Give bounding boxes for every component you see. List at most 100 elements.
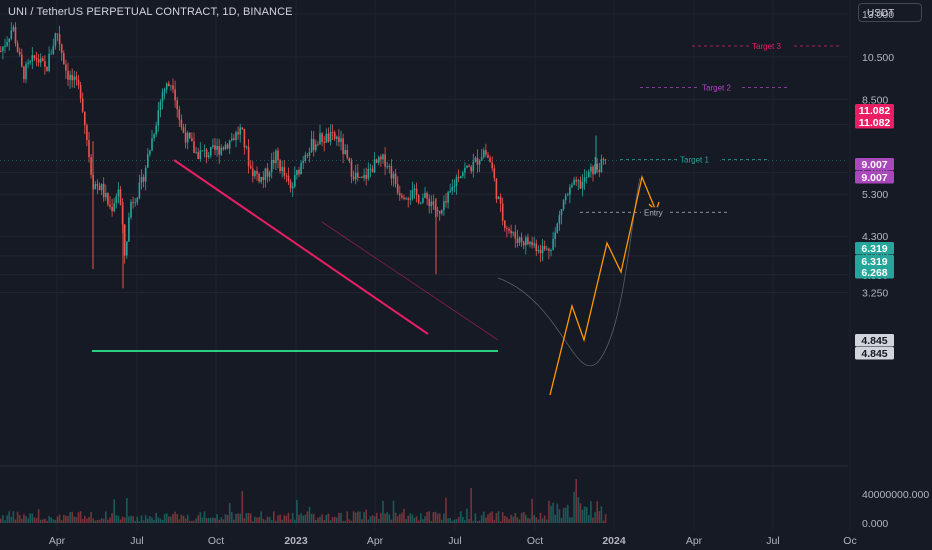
volume-bar bbox=[581, 509, 584, 523]
volume-bar bbox=[327, 513, 330, 523]
volume-bar bbox=[258, 517, 260, 523]
candle-body bbox=[468, 165, 470, 167]
candle-body bbox=[75, 76, 78, 80]
candle-body bbox=[44, 61, 46, 67]
candle-body bbox=[483, 150, 485, 158]
candle-body bbox=[457, 177, 460, 179]
candle-body bbox=[86, 125, 88, 141]
volume-bar bbox=[499, 520, 502, 523]
volume-bar bbox=[424, 516, 426, 523]
symbol-title[interactable]: UNI / TetherUS PERPETUAL CONTRACT, 1D, B… bbox=[8, 6, 293, 18]
candle-body bbox=[428, 198, 430, 207]
candle-body bbox=[371, 168, 374, 173]
volume-bar bbox=[205, 518, 208, 523]
volume-bar bbox=[489, 512, 491, 523]
volume-bar bbox=[90, 512, 92, 523]
candle-body bbox=[432, 201, 435, 205]
volume-bar bbox=[493, 519, 496, 523]
volume-bar bbox=[214, 518, 216, 523]
candle-body bbox=[556, 223, 559, 233]
candle-body bbox=[455, 177, 458, 187]
volume-bar bbox=[323, 520, 325, 523]
volume-bar bbox=[369, 516, 372, 523]
candle-body bbox=[493, 168, 496, 179]
price-tag bbox=[855, 347, 894, 360]
candle-body bbox=[554, 232, 556, 239]
volume-bar bbox=[270, 520, 273, 523]
candle-body bbox=[396, 184, 399, 194]
volume-bar bbox=[588, 515, 590, 523]
candle-body bbox=[287, 175, 290, 182]
candle-body bbox=[60, 44, 63, 53]
volume-bar bbox=[281, 519, 283, 523]
candle-body bbox=[501, 203, 504, 221]
volume-bar bbox=[109, 517, 111, 523]
volume-bar bbox=[600, 506, 603, 523]
price-tick-label: 3.250 bbox=[862, 288, 888, 300]
candle-body bbox=[359, 176, 361, 178]
volume-bar bbox=[52, 519, 55, 523]
candle-body bbox=[352, 176, 355, 180]
volume-bar bbox=[514, 512, 517, 523]
volume-bar bbox=[44, 518, 46, 523]
candle-body bbox=[514, 232, 517, 239]
candle-body bbox=[583, 177, 586, 182]
volume-bar bbox=[231, 511, 233, 523]
volume-bar bbox=[65, 515, 67, 523]
candle-body bbox=[25, 64, 27, 80]
volume-bar bbox=[384, 513, 386, 523]
candle-body bbox=[487, 154, 489, 158]
volume-bar bbox=[598, 511, 601, 523]
candle-body bbox=[367, 169, 370, 179]
candle-body bbox=[100, 183, 103, 191]
volume-bar bbox=[203, 511, 206, 523]
price-tag bbox=[855, 116, 894, 129]
candle-body bbox=[453, 186, 456, 187]
volume-bar bbox=[401, 512, 403, 523]
volume-bar bbox=[50, 517, 52, 523]
volume-bar bbox=[2, 515, 4, 523]
candle-body bbox=[558, 215, 561, 224]
candle-body bbox=[472, 161, 475, 172]
volume-bar bbox=[445, 497, 447, 523]
volume-bar bbox=[178, 519, 181, 523]
volume-bar bbox=[394, 512, 397, 523]
candle-body bbox=[497, 196, 500, 200]
candle-body bbox=[163, 89, 166, 93]
volume-bar bbox=[319, 516, 321, 523]
volume-bar bbox=[428, 511, 430, 523]
volume-bar bbox=[134, 520, 136, 523]
volume-bar bbox=[79, 511, 82, 523]
candle-body bbox=[81, 98, 84, 112]
candle-body bbox=[69, 74, 71, 80]
candle-body bbox=[380, 156, 382, 160]
volume-bar bbox=[226, 515, 229, 523]
volume-bar bbox=[287, 512, 290, 523]
target2-label: Target 2 bbox=[702, 84, 731, 93]
candle-body bbox=[464, 167, 466, 173]
candle-body bbox=[516, 238, 519, 243]
volume-bar bbox=[113, 499, 115, 523]
volume-bar bbox=[210, 517, 212, 523]
candle-body bbox=[317, 144, 319, 146]
candle-body bbox=[323, 141, 325, 143]
candle-body bbox=[33, 55, 36, 58]
candle-body bbox=[579, 180, 582, 189]
volume-bar bbox=[151, 517, 153, 523]
candle-body bbox=[67, 70, 69, 80]
price-tag bbox=[855, 242, 894, 255]
currency-button[interactable]: USDT bbox=[858, 3, 922, 22]
candle-body bbox=[27, 62, 29, 65]
price-tick-label: 4.300 bbox=[862, 231, 888, 243]
volume-bar bbox=[501, 512, 504, 523]
volume-bar bbox=[543, 515, 546, 523]
volume-tick-label: 0.000 bbox=[862, 518, 888, 530]
volume-bar bbox=[403, 508, 405, 523]
volume-bar bbox=[367, 519, 370, 523]
candle-body bbox=[296, 169, 298, 176]
volume-bar bbox=[136, 516, 139, 523]
candle-body bbox=[512, 232, 514, 234]
candle-body bbox=[37, 59, 40, 63]
candle-body bbox=[48, 53, 50, 71]
